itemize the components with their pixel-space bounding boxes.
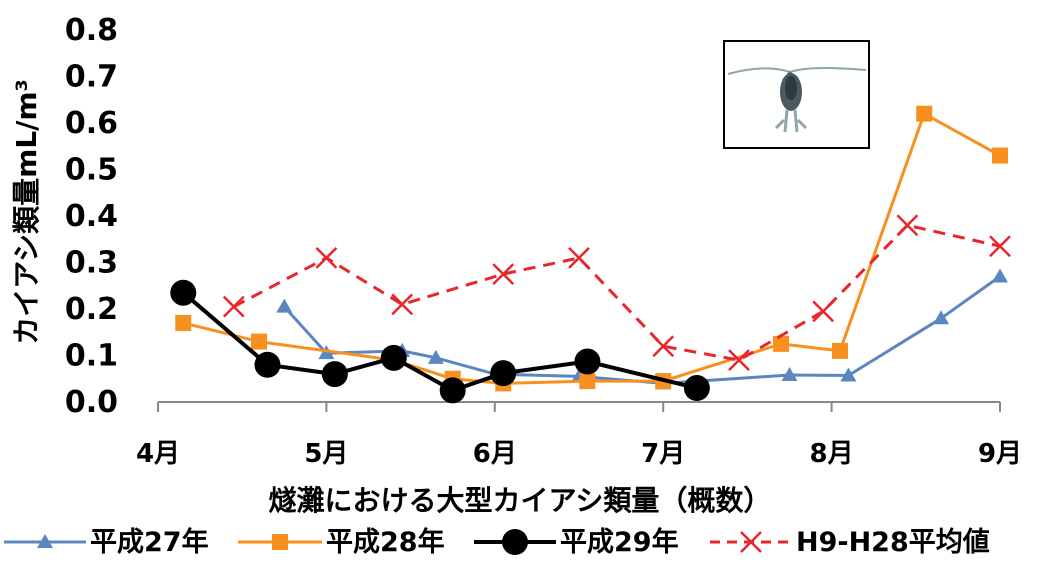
data-point xyxy=(175,314,192,331)
x-axis-title: 燧灘における大型カイアシ類量（概数） xyxy=(269,484,772,517)
copepod-tail xyxy=(774,109,808,133)
series-平成28年 xyxy=(175,105,1008,392)
data-point xyxy=(652,335,675,358)
y-tick-label: 0.7 xyxy=(65,60,118,95)
data-point xyxy=(254,351,281,378)
legend-item: 平成28年 xyxy=(238,526,445,558)
series-layer xyxy=(170,105,1011,404)
y-axis-title: カイアシ類量mL/m³ xyxy=(10,79,43,345)
data-point xyxy=(427,349,444,364)
data-point xyxy=(272,534,288,550)
data-point xyxy=(832,342,849,359)
inset-photo xyxy=(723,40,870,149)
data-point xyxy=(992,147,1008,164)
x-tick-label: 7月 xyxy=(641,439,685,469)
data-point xyxy=(380,344,407,371)
data-point xyxy=(439,377,466,404)
data-point xyxy=(579,373,596,390)
data-point xyxy=(222,295,245,318)
legend-item: H9-H28平均値 xyxy=(710,527,990,558)
data-point xyxy=(502,529,528,555)
legend-label: 平成28年 xyxy=(326,526,445,558)
axes xyxy=(157,401,1001,412)
x-tick-label: 4月 xyxy=(136,439,180,469)
data-point xyxy=(315,246,338,269)
x-tick-label: 5月 xyxy=(304,439,348,469)
y-tick-label: 0.0 xyxy=(65,385,118,420)
series-line xyxy=(182,112,1001,385)
data-point xyxy=(490,360,517,387)
data-point xyxy=(321,361,348,388)
data-point xyxy=(840,367,857,382)
copepod-body-highlight xyxy=(785,76,797,100)
x-tick-labels: 4月 5月 6月 7月 8月 9月 xyxy=(136,439,1022,469)
x-tick-label: 8月 xyxy=(810,439,854,469)
data-point xyxy=(574,348,601,375)
y-tick-label: 0.3 xyxy=(65,246,118,281)
y-tick-labels: 0.0 0.1 0.2 0.3 0.4 0.5 0.6 0.7 0.8 xyxy=(65,13,118,420)
y-tick-label: 0.8 xyxy=(65,13,118,48)
series-平成29年 xyxy=(170,279,710,404)
data-point xyxy=(933,310,950,325)
data-point xyxy=(391,293,414,316)
data-point xyxy=(989,235,1011,258)
series-line xyxy=(233,223,1001,362)
data-point xyxy=(773,335,790,352)
data-point xyxy=(251,333,268,350)
data-point xyxy=(728,349,750,372)
y-tick-label: 0.4 xyxy=(65,199,118,234)
data-point xyxy=(683,375,710,402)
data-point xyxy=(992,268,1008,283)
y-tick-label: 0.5 xyxy=(65,153,118,188)
data-point xyxy=(492,263,515,286)
data-point xyxy=(812,300,835,323)
legend-item: 平成27年 xyxy=(4,526,209,558)
copepod-image xyxy=(727,67,867,133)
data-point xyxy=(276,298,293,313)
x-tick-label: 9月 xyxy=(978,439,1022,469)
series-平成27年 xyxy=(276,268,1008,390)
legend-label: 平成27年 xyxy=(90,526,209,558)
data-point xyxy=(916,105,933,122)
x-tick-label: 6月 xyxy=(473,439,517,469)
data-point xyxy=(781,367,798,382)
data-point xyxy=(170,279,197,306)
y-tick-label: 0.2 xyxy=(65,292,118,327)
series-H9-H28平均値 xyxy=(222,214,1011,372)
y-tick-label: 0.1 xyxy=(65,339,118,374)
data-point xyxy=(37,534,53,548)
legend-item: 平成29年 xyxy=(474,526,679,558)
y-tick-label: 0.6 xyxy=(65,106,118,141)
data-point xyxy=(568,246,590,269)
data-point xyxy=(740,531,762,553)
data-point xyxy=(896,214,919,237)
legend: 平成27年 平成28年 平成29年 H9-H28平均値 xyxy=(4,526,990,558)
legend-label: H9-H28平均値 xyxy=(796,527,990,558)
legend-label: 平成29年 xyxy=(560,526,679,558)
